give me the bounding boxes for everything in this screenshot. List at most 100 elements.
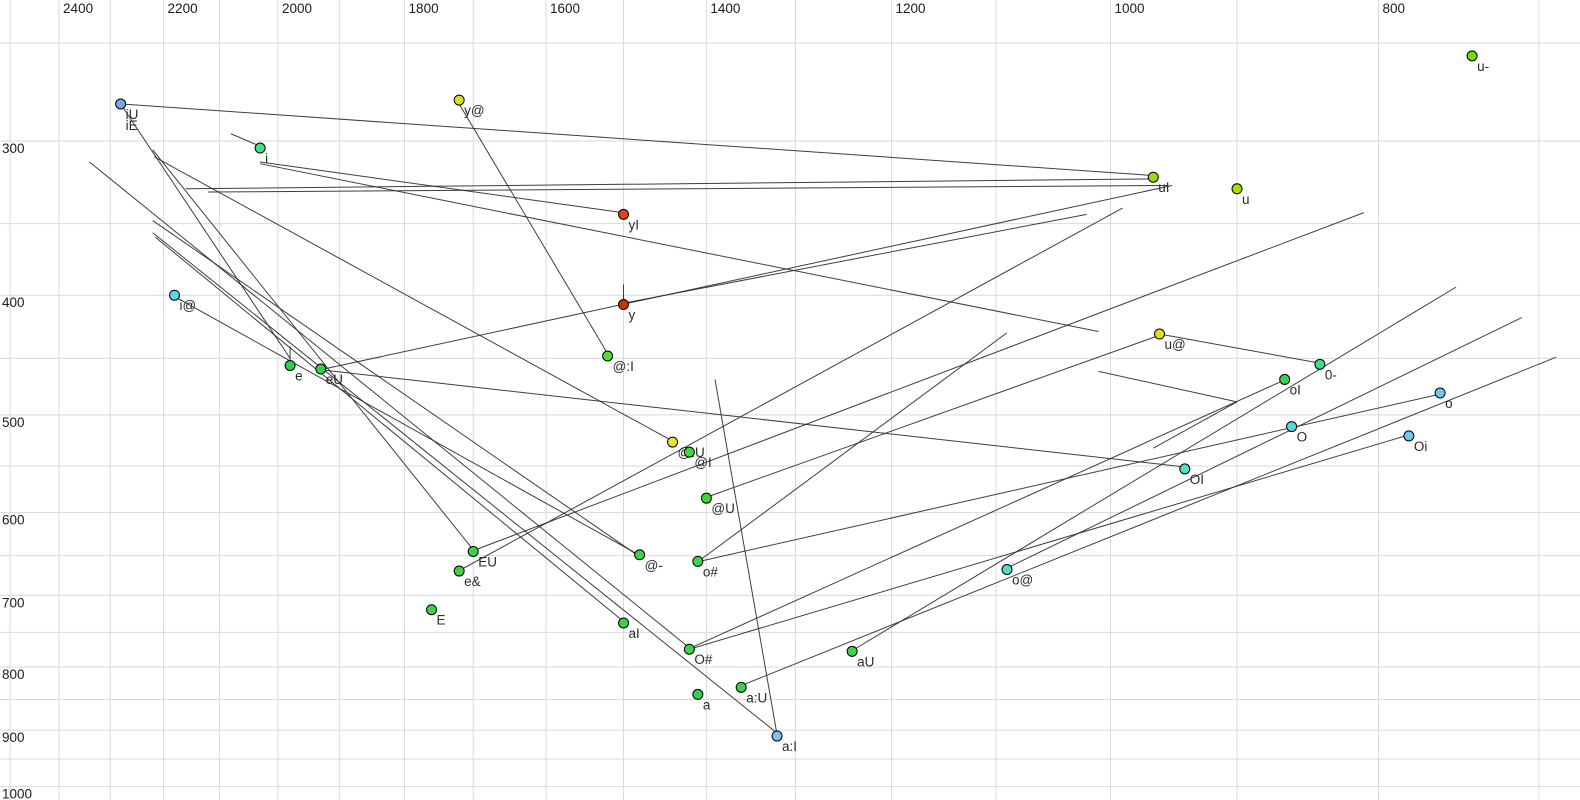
vowel-label-OI: OI (1190, 472, 1204, 487)
trajectory-line-18 (323, 369, 1185, 468)
vowel-point-aU[interactable] (846, 645, 858, 657)
vowel-label-uI: uI (1158, 180, 1169, 195)
vowel-point-yI[interactable] (618, 208, 630, 220)
x-tick-label-2200: 2200 (168, 1, 198, 16)
trajectory-layer (89, 103, 1557, 735)
vowel-label-o: o (1445, 396, 1453, 411)
trajectory-line-3 (260, 161, 624, 214)
vowel-label-@U: @U (711, 501, 734, 516)
vowel-label-a: a (703, 697, 711, 712)
vowel-label-i@: i@ (180, 298, 197, 313)
vowel-point-O[interactable] (1286, 421, 1298, 433)
trajectory-line-25 (699, 393, 1441, 562)
trajectory-line-27 (459, 207, 1123, 571)
vowel-label-a:I: a:I (782, 739, 797, 754)
trajectory-line-1 (120, 103, 291, 359)
vowel-label-O: O (1297, 430, 1308, 445)
trajectory-line-13 (155, 236, 624, 622)
vowel-point-eU[interactable] (315, 363, 327, 375)
vowel-label-y@: y@ (464, 103, 484, 118)
x-tick-label-2000: 2000 (282, 1, 312, 16)
vowel-point-@-[interactable] (634, 549, 646, 561)
vowel-point-u[interactable] (1231, 183, 1243, 195)
y-tick-label-1000: 1000 (2, 787, 32, 800)
vowel-label-e: e (295, 368, 303, 383)
vowel-point-o#[interactable] (692, 555, 704, 567)
vowel-label-@-: @- (645, 558, 663, 573)
vowel-label-Oi: Oi (1414, 439, 1428, 454)
vowel-point-O#[interactable] (683, 643, 695, 655)
trajectory-line-21 (1159, 333, 1320, 364)
vowel-label-@:I: @:I (613, 359, 634, 374)
trajectory-line-5 (185, 178, 1154, 190)
vowel-label-E: E (437, 613, 446, 628)
vowel-label-oI: oI (1290, 382, 1301, 397)
vowel-point-@:U[interactable] (667, 436, 679, 448)
x-tick-label-2400: 2400 (63, 1, 93, 16)
trajectory-line-31 (623, 213, 1087, 304)
trajectory-line-0 (120, 103, 1154, 177)
trajectory-line-23 (689, 434, 1410, 650)
vowel-point-@:I[interactable] (602, 350, 614, 362)
vowel-label-O#: O# (694, 652, 713, 667)
vowel-point-uI[interactable] (1147, 171, 1159, 183)
trajectory-line-20 (706, 334, 1160, 498)
vowel-point-EU[interactable] (467, 545, 479, 557)
vowel-point-y[interactable] (618, 299, 630, 311)
x-tick-label-800: 800 (1382, 1, 1405, 16)
vowel-label-yI: yI (629, 217, 640, 232)
vowel-label-u@: u@ (1165, 337, 1186, 352)
vowel-point-a:U[interactable] (735, 681, 747, 693)
trajectory-line-26 (473, 212, 1364, 552)
y-tick-label-800: 800 (2, 667, 25, 682)
vowel-point-y@[interactable] (453, 94, 465, 106)
vowel-point-Oi[interactable] (1403, 430, 1415, 442)
trajectory-line-15 (152, 149, 474, 551)
vowel-point-i[interactable] (254, 142, 266, 154)
vowel-point-u@[interactable] (1154, 328, 1166, 340)
y-tick-label-900: 900 (2, 730, 25, 745)
vowel-label-u-: u- (1477, 59, 1489, 74)
vowel-label-u: u (1242, 192, 1250, 207)
vowel-point-@U[interactable] (700, 492, 712, 504)
trajectory-line-2 (230, 133, 261, 147)
trajectory-line-10 (174, 296, 636, 554)
vowel-point-o@[interactable] (1001, 563, 1013, 575)
vowel-point-@I[interactable] (683, 446, 695, 458)
trajectory-line-16 (89, 161, 690, 649)
trajectory-line-19 (154, 156, 673, 442)
vowel-label-@I: @I (694, 455, 711, 470)
vowel-point-e&[interactable] (453, 565, 465, 577)
vowel-point-aI[interactable] (618, 617, 630, 629)
y-tick-label-400: 400 (2, 295, 25, 310)
vowel-point-u-[interactable] (1466, 50, 1478, 62)
y-tick-label-300: 300 (2, 141, 25, 156)
x-tick-label-1400: 1400 (710, 1, 740, 16)
vowel-point-o[interactable] (1434, 387, 1446, 399)
trajectory-line-14 (714, 379, 778, 735)
trajectory-line-7 (458, 103, 609, 354)
vowel-point-0-[interactable] (1314, 358, 1326, 370)
trajectory-line-33 (1153, 401, 1238, 449)
vowel-point-oI[interactable] (1279, 373, 1291, 385)
vowel-point-a:I[interactable] (771, 730, 783, 742)
point-layer: iUiEiy@u-uIuyIi@yu@@:IeeU0-oIoOOi@:U@IOI… (115, 50, 1489, 754)
vowel-point-OI[interactable] (1179, 463, 1191, 475)
vowel-label-e&: e& (464, 574, 481, 589)
y-tick-label-700: 700 (2, 595, 25, 610)
trajectory-line-12 (152, 232, 778, 734)
trajectory-line-17 (323, 185, 1173, 370)
vowel-point-e[interactable] (284, 359, 296, 371)
vowel-point-i@[interactable] (169, 289, 181, 301)
vowel-point-E[interactable] (426, 604, 438, 616)
vowel-label-i: i (265, 151, 268, 166)
vowel-label-a:U: a:U (746, 690, 767, 705)
x-tick-label-1000: 1000 (1114, 1, 1144, 16)
vowel-point-a[interactable] (692, 688, 704, 700)
trajectory-line-32 (1098, 370, 1238, 403)
trajectory-line-28 (1005, 317, 1523, 570)
vowel-point-iU[interactable] (115, 98, 127, 110)
